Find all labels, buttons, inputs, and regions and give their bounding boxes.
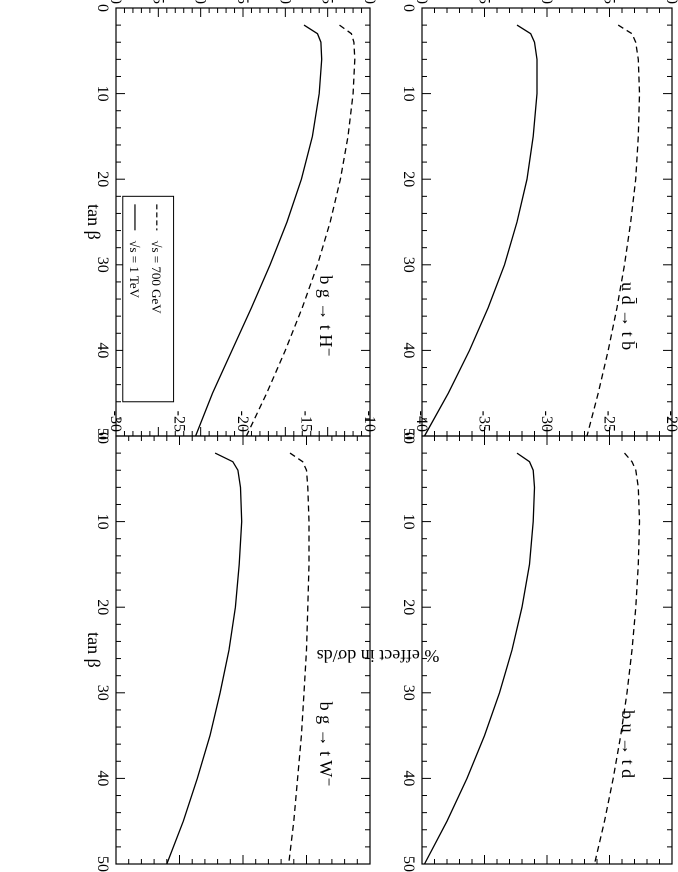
- x-tick-label: 20: [400, 599, 417, 615]
- y-tick-label: -40: [107, 0, 124, 4]
- series-700gev-line: [586, 24, 641, 437]
- y-tick-label: -20: [234, 411, 251, 432]
- y-tick-label: -25: [601, 411, 618, 432]
- y-tick-label: -25: [234, 0, 251, 4]
- x-tick-label: 10: [94, 514, 111, 530]
- x-tick-label: 20: [94, 171, 111, 187]
- legend-entry: √s = 1 TeV: [127, 240, 142, 298]
- y-tick-label: -30: [413, 0, 430, 4]
- y-tick-label: -30: [538, 411, 555, 432]
- x-tick-label: 40: [400, 770, 417, 786]
- series-700gev-line: [245, 24, 356, 437]
- x-axis-label-right-panels: tan β: [84, 204, 104, 240]
- legend: √s = 700 GeV √s = 1 TeV: [122, 195, 175, 403]
- x-tick-label: 40: [94, 342, 111, 358]
- y-tick-label: -10: [663, 0, 678, 4]
- y-tick-label: -10: [361, 0, 378, 4]
- y-tick-label: -15: [601, 0, 618, 4]
- process-label: u d̄ → t b̄: [618, 282, 638, 350]
- y-tick-label: -15: [319, 0, 336, 4]
- x-tick-label: 10: [400, 514, 417, 530]
- y-tick-label: -25: [171, 411, 188, 432]
- x-tick-label: 10: [400, 86, 417, 102]
- y-tick-label: -20: [276, 0, 293, 4]
- series-1tev-line: [194, 24, 323, 437]
- y-tick-label: -15: [298, 411, 315, 432]
- x-tick-label: 0: [94, 4, 111, 12]
- legend-box: [122, 195, 175, 403]
- y-axis-label: % effect in dσ/ds: [317, 646, 440, 666]
- y-tick-label: -30: [192, 0, 209, 4]
- panels: 0 10 20 30 40 50 -20 -25 -30 -35 -40 b u → t d 0 10 20…: [94, 0, 678, 872]
- y-tick-label: -20: [538, 0, 555, 4]
- x-tick-label: 50: [400, 428, 417, 444]
- process-label: b u → t d: [618, 710, 638, 778]
- y-tick-label: -35: [149, 0, 166, 4]
- legend-entry: √s = 700 GeV: [149, 240, 164, 314]
- x-tick-label: 0: [94, 432, 111, 440]
- x-tick-label: 30: [400, 685, 417, 701]
- rotated-figure: 0 10 20 30 40 50 -20 -25 -30 -35 -40 b u → t d 0 10 20…: [84, 0, 678, 872]
- y-tick-label: -25: [476, 0, 493, 4]
- series-1tev-line: [423, 24, 538, 437]
- x-tick-label: 30: [94, 685, 111, 701]
- plot-frame: [421, 435, 673, 865]
- series-1tev-line: [166, 452, 243, 865]
- process-label: b g → t W⁻: [316, 702, 336, 787]
- x-axis-label-left-panels: tan β: [84, 632, 104, 668]
- x-tick-label: 40: [94, 770, 111, 786]
- x-tick-label: 30: [400, 257, 417, 273]
- x-tick-label: 50: [400, 856, 417, 872]
- x-tick-label: 20: [94, 599, 111, 615]
- series-700gev-line: [593, 452, 641, 865]
- process-label: b g → t H⁻: [316, 275, 336, 357]
- y-tick-label: -35: [476, 411, 493, 432]
- x-tick-label: 50: [94, 428, 111, 444]
- panel-bg-tH: 0 10 20 30 40 50 -10 -15 -20 -25 -30 -35 -40 b g → t …: [94, 0, 378, 444]
- y-tick-label: -20: [663, 411, 678, 432]
- x-tick-label: 40: [400, 342, 417, 358]
- series-700gev-line: [288, 452, 310, 865]
- x-tick-label: 0: [400, 432, 417, 440]
- x-tick-label: 20: [400, 171, 417, 187]
- x-tick-label: 0: [400, 4, 417, 12]
- x-tick-label: 30: [94, 257, 111, 273]
- panel-udbar-tbbar: 0 10 20 30 40 50 -10 -15 -20 -25 -30 u d̄ → t b̄: [400, 0, 678, 444]
- x-tick-label: 10: [94, 86, 111, 102]
- series-1tev-line: [423, 452, 536, 865]
- x-tick-label: 50: [94, 856, 111, 872]
